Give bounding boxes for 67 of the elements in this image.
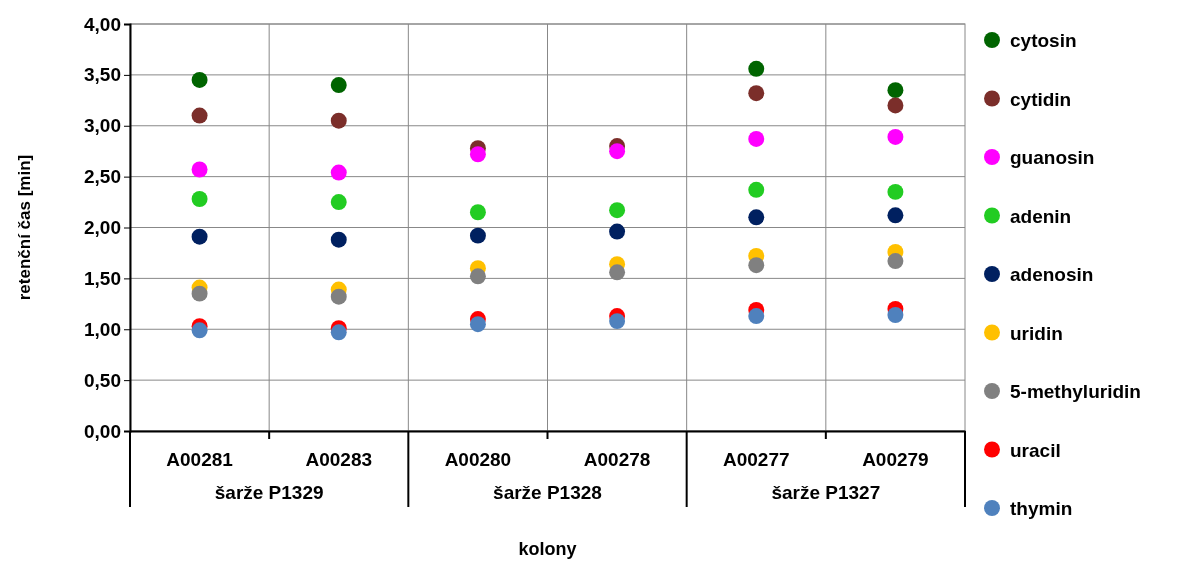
- point: [887, 183, 904, 200]
- point: [191, 191, 208, 207]
- point: [330, 112, 347, 129]
- point: [748, 308, 765, 324]
- point: [191, 322, 208, 339]
- y-tick-label: 2,00: [84, 217, 121, 239]
- point: [748, 257, 765, 274]
- x-tick-label: A00281: [166, 449, 234, 471]
- point: [887, 97, 904, 114]
- point: [887, 307, 904, 323]
- legend-label: uracil: [1010, 439, 1061, 461]
- point: [748, 85, 765, 102]
- point: [330, 164, 347, 181]
- point: [191, 161, 208, 178]
- y-axis-title: retenční čas [min]: [15, 154, 34, 301]
- text: šarže P1328: [493, 482, 602, 503]
- text: šarže P1327: [771, 482, 881, 503]
- point: [191, 285, 208, 302]
- legend-label: cytidin: [1010, 88, 1072, 110]
- y-tick-label: 0,00: [84, 420, 121, 442]
- point: [191, 72, 208, 88]
- point: [609, 223, 626, 240]
- point: [330, 77, 347, 94]
- y-tick-label: 3,50: [84, 64, 121, 86]
- point: [469, 204, 486, 221]
- point: [887, 128, 904, 145]
- y-tick-label: 0,50: [84, 369, 121, 391]
- point: [609, 264, 626, 281]
- legend-label: guanosin: [1010, 147, 1095, 168]
- legend-label: adenin: [1010, 205, 1072, 227]
- point: [609, 202, 626, 219]
- point: [748, 60, 765, 77]
- point: [191, 228, 208, 245]
- legend-label: uridin: [1010, 322, 1063, 344]
- point: [609, 313, 626, 330]
- legend-label: 5-methyluridin: [1010, 381, 1141, 402]
- point: [330, 194, 347, 211]
- x-tick-label: A00279: [862, 449, 929, 471]
- point: [887, 253, 904, 270]
- x-tick-label: A00280: [444, 449, 512, 471]
- point: [887, 207, 904, 224]
- x-tick-label: A00283: [305, 449, 373, 471]
- point: [887, 82, 904, 99]
- text: šarže P1329: [214, 482, 324, 503]
- legend-label: adenosin: [1010, 264, 1094, 285]
- y-tick-label: 4,00: [84, 13, 121, 35]
- point: [330, 288, 347, 305]
- point: [330, 231, 347, 248]
- legend-label: cytosin: [1010, 30, 1077, 51]
- point: [748, 131, 765, 147]
- point: [748, 181, 765, 198]
- point: [330, 324, 347, 341]
- point: [469, 146, 486, 163]
- y-tick-label: 3,00: [84, 115, 121, 137]
- point: [748, 209, 765, 226]
- x-tick-label: A00278: [583, 449, 651, 471]
- x-tick-label: A00277: [722, 449, 790, 471]
- point: [609, 143, 626, 160]
- point: [191, 107, 208, 124]
- y-tick-label: 2,50: [84, 166, 121, 188]
- y-tick-label: 1,00: [84, 318, 121, 340]
- point: [469, 268, 486, 285]
- x-axis-title: kolony: [518, 539, 577, 559]
- y-tick-label: 1,50: [84, 267, 121, 289]
- point: [469, 316, 486, 333]
- point: [469, 227, 486, 244]
- legend-label: thymin: [1010, 498, 1073, 519]
